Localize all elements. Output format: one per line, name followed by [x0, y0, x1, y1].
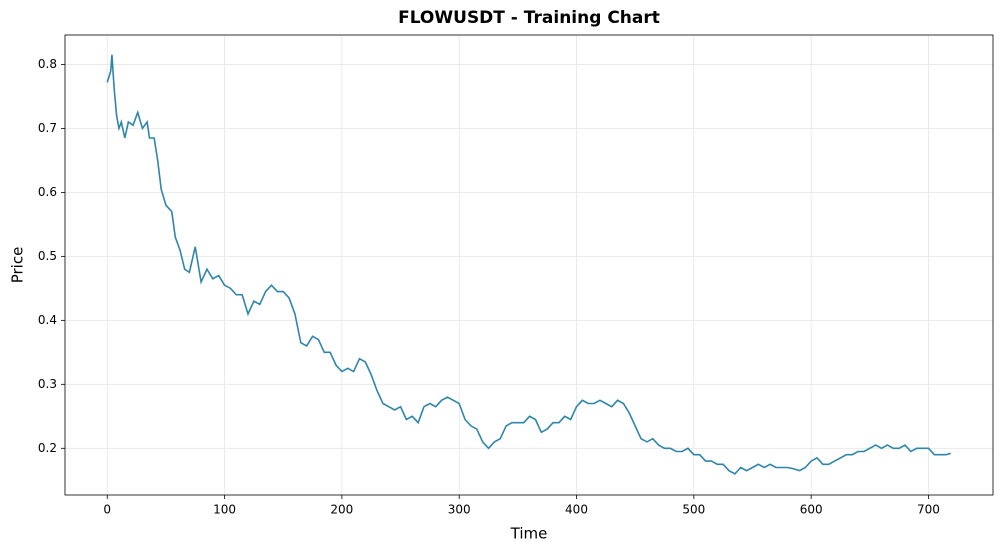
y-tick-label: 0.4: [38, 313, 57, 327]
x-tick-label: 400: [565, 503, 588, 517]
price-line: [106, 54, 951, 475]
x-axis-label: Time: [510, 525, 548, 543]
x-tick-label: 200: [330, 503, 353, 517]
plot-frame: [64, 34, 994, 496]
x-tick-label: 700: [917, 503, 940, 517]
x-tick-label: 100: [213, 503, 236, 517]
y-tick-label: 0.2: [38, 441, 57, 455]
y-tick-label: 0.6: [38, 185, 57, 199]
y-axis-label: Price: [9, 247, 27, 284]
y-tick-label: 0.3: [38, 377, 57, 391]
y-tick-label: 0.5: [38, 249, 57, 263]
x-tick-label: 0: [103, 503, 111, 517]
chart-title: FLOWUSDT - Training Chart: [398, 8, 660, 28]
y-tick-label: 0.7: [38, 121, 57, 135]
x-tick-label: 500: [682, 503, 705, 517]
x-tick-label: 600: [800, 503, 823, 517]
x-tick-label: 300: [448, 503, 471, 517]
y-tick-label: 0.8: [38, 57, 57, 71]
